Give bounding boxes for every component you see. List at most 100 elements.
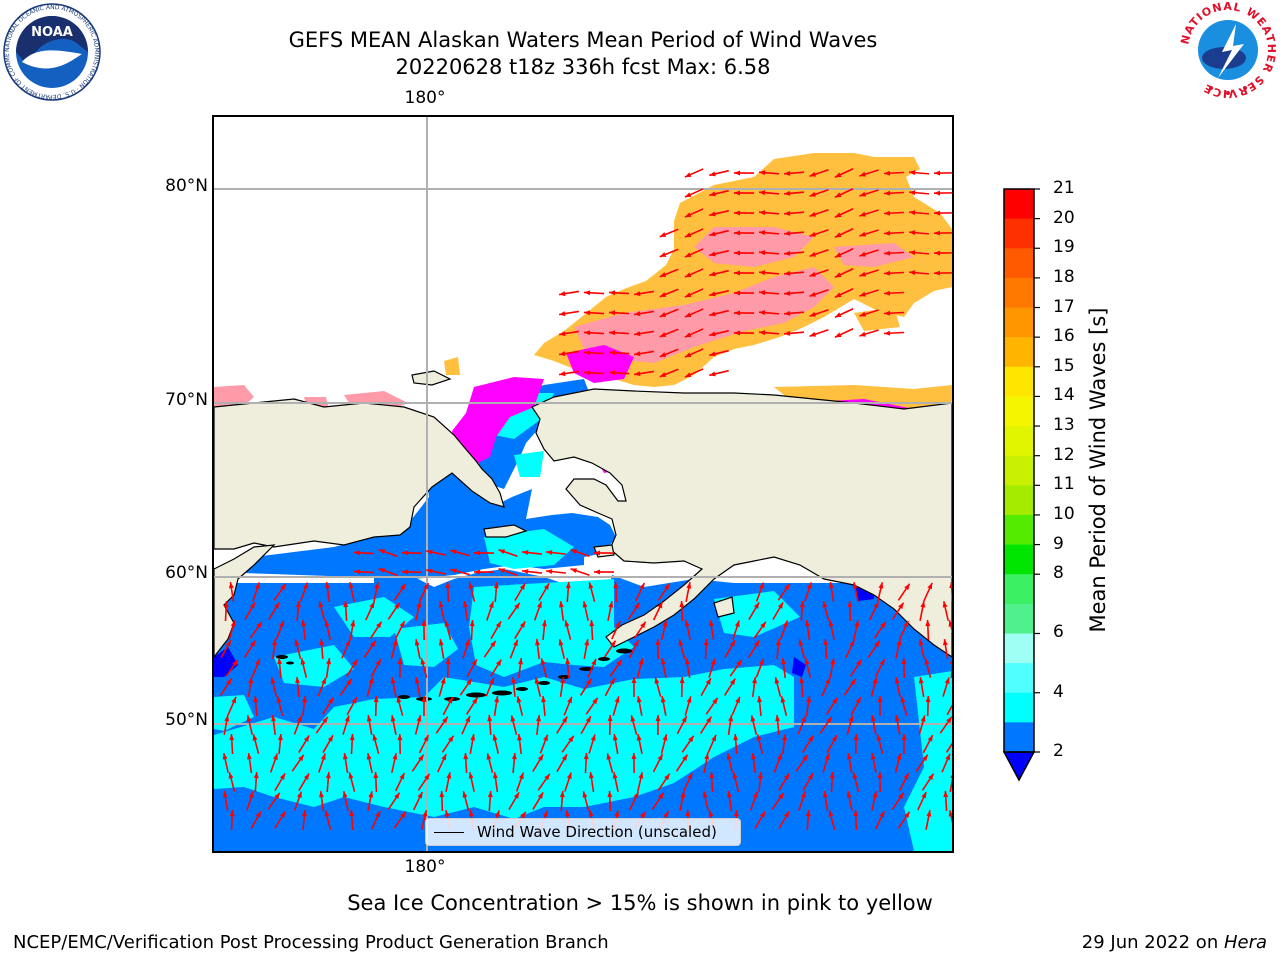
wind-arrow [883, 230, 905, 236]
wind-arrow [908, 250, 930, 256]
wind-arrow [908, 230, 930, 236]
wind-arrow [633, 330, 655, 337]
wind-arrow [809, 228, 829, 238]
wind-arrow [541, 695, 547, 717]
wind-arrow [273, 583, 287, 601]
nunivak-island [593, 544, 615, 558]
wind-arrow [249, 621, 263, 639]
wind-arrow [684, 696, 692, 716]
wind-arrow [563, 696, 573, 716]
wind-arrow [755, 658, 765, 678]
wind-arrow [444, 620, 452, 640]
wind-arrow [588, 771, 595, 793]
wind-arrow [660, 658, 667, 678]
wind-arrow [634, 582, 646, 602]
wind-arrow [707, 734, 717, 754]
wind-arrow [749, 791, 759, 811]
wind-arrow [579, 678, 593, 696]
wind-arrow [222, 753, 229, 773]
wind-arrow [859, 309, 879, 317]
wind-arrow [660, 696, 667, 716]
wind-arrow [709, 169, 729, 177]
wind-arrow [349, 733, 355, 755]
wind-arrow [558, 600, 565, 622]
footer-machine-name: Hera [1223, 932, 1267, 953]
colorbar-tick-label: 19 [1053, 237, 1075, 258]
wind-arrow [883, 330, 905, 336]
wind-arrow [636, 696, 643, 716]
colorbar-band [1004, 455, 1034, 486]
colorbar [1002, 188, 1040, 782]
wind-arrow [822, 790, 829, 812]
colorbar-band [1004, 248, 1034, 279]
wind-arrow [708, 619, 715, 641]
wind-arrow [659, 328, 679, 338]
wind-arrow [277, 657, 283, 679]
colorbar-band [1004, 426, 1034, 457]
wind-arrow [709, 329, 729, 337]
wind-arrow [394, 772, 406, 792]
wind-arrow [252, 582, 260, 602]
wind-arrow [924, 658, 932, 678]
colorbar-tick-label: 14 [1053, 385, 1075, 406]
colorbar-band [1004, 574, 1034, 605]
wind-arrow [758, 170, 780, 176]
wind-arrow [684, 188, 704, 198]
wind-arrow [608, 310, 630, 316]
wind-arrow [829, 658, 836, 678]
wind-arrow [582, 601, 589, 621]
wind-arrow [733, 290, 755, 296]
wind-arrow [613, 581, 619, 603]
wind-arrow [809, 328, 829, 338]
colorbar-tick-label: 16 [1053, 326, 1075, 347]
colorbar-tick-label: 8 [1053, 563, 1064, 584]
wind-arrow [583, 370, 605, 376]
wind-arrow [627, 602, 641, 620]
wind-arrow [468, 772, 475, 792]
wind-arrow [426, 549, 446, 556]
wind-arrow [894, 753, 902, 773]
wind-arrow [246, 791, 254, 811]
wind-arrow [775, 638, 781, 660]
wind-arrow [883, 250, 905, 256]
wind-arrow [846, 715, 854, 735]
wind-arrow [783, 250, 805, 256]
wind-arrow [324, 581, 331, 603]
wind-arrow [570, 568, 590, 576]
colorbar-tick-label: 6 [1053, 622, 1064, 643]
wind-arrow [805, 809, 811, 831]
wind-arrow [469, 734, 476, 754]
wind-arrow [876, 582, 884, 602]
wind-arrow [679, 676, 685, 698]
wind-arrow [919, 601, 926, 621]
wind-arrow [301, 619, 307, 641]
wind-arrow [565, 657, 571, 679]
wind-arrow [366, 715, 373, 735]
wind-arrow [271, 638, 277, 660]
wind-arrow [583, 752, 589, 774]
wind-arrow [521, 550, 543, 556]
wind-arrow [681, 735, 695, 753]
wind-arrow [733, 310, 755, 316]
wind-arrow [661, 620, 668, 640]
map-panel [212, 115, 954, 853]
colorbar-tick-label: 2 [1053, 741, 1064, 761]
wind-arrow [834, 228, 854, 238]
wind-arrow [897, 811, 911, 829]
wind-arrow [703, 753, 710, 773]
wind-arrow [684, 308, 704, 318]
wind-arrow [394, 620, 406, 640]
wind-arrow [733, 210, 755, 216]
wind-arrow [223, 600, 229, 622]
wind-arrow [699, 716, 713, 734]
wind-arrow [633, 621, 647, 639]
wind-arrow [748, 601, 760, 621]
wind-arrow [659, 288, 679, 298]
colorbar-tick-label: 9 [1053, 533, 1064, 554]
wind-arrow [733, 250, 755, 256]
wind-arrow [894, 715, 901, 735]
wind-arrow [754, 810, 766, 830]
wind-arrow [353, 569, 375, 575]
colorbar-tick-label: 20 [1053, 207, 1075, 228]
wind-arrow [678, 639, 686, 659]
